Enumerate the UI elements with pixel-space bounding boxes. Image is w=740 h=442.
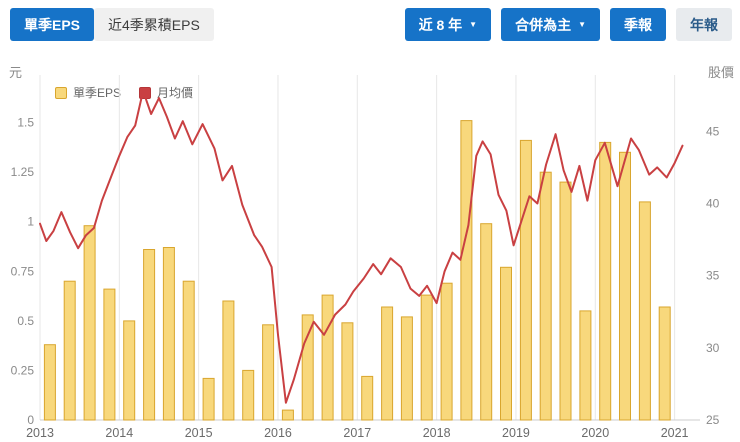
- eps-legend-label: 單季EPS: [73, 86, 122, 100]
- eps-bar: [440, 282, 453, 421]
- eps-bar: [63, 280, 76, 421]
- eps-bar: [43, 344, 56, 421]
- eps-bar: [341, 322, 354, 421]
- x-tick-label: 2018: [423, 426, 451, 440]
- right-tick-label: 35: [706, 269, 720, 283]
- left-axis-title: 元: [9, 65, 23, 80]
- eps-bar: [83, 225, 96, 421]
- range-dropdown-label: 近 8 年: [418, 16, 463, 33]
- eps-bar: [262, 324, 275, 421]
- eps-bar: [460, 120, 473, 421]
- x-tick-label: 2014: [105, 426, 133, 440]
- eps-tab-group: 單季EPS 近4季累積EPS: [10, 8, 214, 41]
- eps-bar: [202, 377, 215, 421]
- eps-bar: [420, 294, 433, 421]
- eps-bar: [539, 171, 552, 421]
- eps-bar: [162, 247, 175, 421]
- tab-4q-cumulative-eps[interactable]: 近4季累積EPS: [94, 8, 214, 41]
- eps-bar: [143, 249, 156, 421]
- left-tick-label: 0: [27, 413, 34, 427]
- right-tick-label: 25: [706, 413, 720, 427]
- eps-bar: [400, 316, 413, 421]
- eps-bar-swatch-icon: [55, 86, 67, 99]
- eps-bar: [321, 294, 334, 421]
- eps-bar: [480, 223, 493, 421]
- eps-bar: [579, 310, 592, 421]
- x-tick-label: 2015: [185, 426, 213, 440]
- left-tick-label: 0.75: [11, 264, 35, 278]
- eps-bar: [519, 139, 532, 421]
- right-tick-label: 40: [706, 196, 720, 210]
- eps-bar: [222, 300, 235, 421]
- left-tick-label: 1.5: [17, 116, 34, 130]
- consolidation-dropdown[interactable]: 合併為主 ▼: [501, 8, 600, 41]
- eps-bar: [500, 266, 512, 421]
- right-tick-label: 30: [706, 341, 720, 355]
- eps-price-chart: 2013 2014 2015 2016 2017 2018 2019 2020 2021 0 0.2…: [11, 75, 720, 440]
- chevron-down-icon: ▼: [578, 20, 586, 29]
- eps-bar: [182, 280, 195, 421]
- left-tick-label: 1: [27, 215, 34, 229]
- eps-bar: [559, 181, 572, 421]
- x-tick-label: 2016: [264, 426, 292, 440]
- toolbar: 單季EPS 近4季累積EPS 近 8 年 ▼ 合併為主 ▼ 季報 年報: [10, 8, 732, 41]
- right-tick-label: 45: [706, 124, 720, 138]
- tab-single-quarter-eps[interactable]: 單季EPS: [10, 8, 95, 41]
- eps-bar: [638, 201, 651, 421]
- x-tick-label: 2020: [581, 426, 609, 440]
- eps-bar: [619, 151, 631, 421]
- eps-bar: [123, 320, 136, 421]
- legend-item-eps: 單季EPS: [55, 84, 121, 101]
- eps-bar: [361, 375, 374, 421]
- range-dropdown[interactable]: 近 8 年 ▼: [404, 8, 492, 41]
- price-legend-label: 月均價: [157, 86, 194, 100]
- legend-item-price: 月均價: [139, 84, 193, 101]
- left-tick-label: 1.25: [11, 165, 35, 179]
- x-tick-label: 2013: [26, 426, 54, 440]
- chart-controls: 近 8 年 ▼ 合併為主 ▼ 季報 年報: [404, 8, 732, 41]
- x-tick-label: 2021: [661, 426, 689, 440]
- eps-bar: [103, 288, 116, 421]
- left-tick-label: 0.5: [17, 314, 34, 328]
- eps-bar: [658, 306, 671, 421]
- quarterly-report-button[interactable]: 季報: [610, 8, 666, 41]
- consolidation-dropdown-label: 合併為主: [515, 16, 572, 33]
- x-tick-label: 2017: [343, 426, 371, 440]
- chart-legend: 單季EPS 月均價: [55, 84, 193, 101]
- eps-bar: [281, 409, 294, 421]
- eps-bar: [242, 369, 255, 421]
- eps-bar: [301, 314, 314, 421]
- left-tick-label: 0.25: [11, 363, 35, 377]
- chevron-down-icon: ▼: [469, 20, 478, 29]
- eps-bar: [381, 306, 394, 421]
- price-line: [39, 89, 684, 404]
- right-axis-title: 股價: [707, 65, 734, 80]
- annual-report-button[interactable]: 年報: [676, 8, 732, 41]
- eps-bar: [599, 141, 612, 421]
- x-tick-label: 2019: [502, 426, 530, 440]
